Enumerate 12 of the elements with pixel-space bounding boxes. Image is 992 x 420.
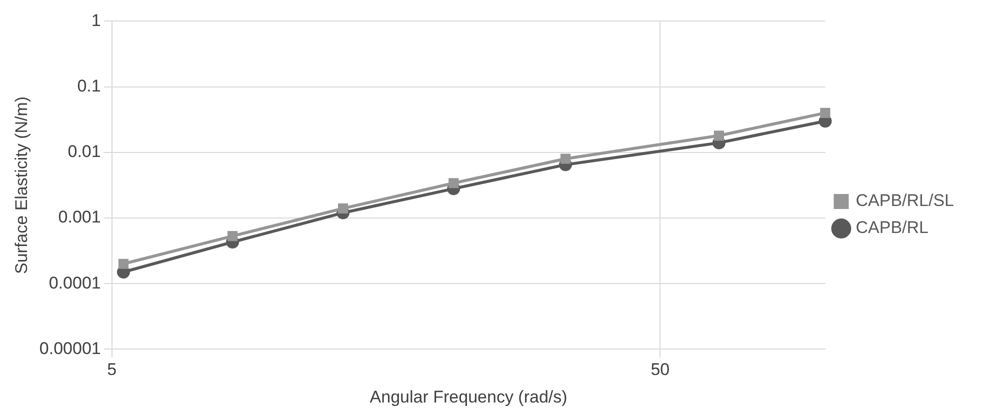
x-tick-label: 5 bbox=[107, 360, 117, 380]
y-tick-label: 0.1 bbox=[77, 76, 101, 96]
legend-label: CAPB/RL/SL bbox=[856, 191, 954, 210]
y-tick-label: 0.0001 bbox=[48, 273, 101, 292]
x-tick-label: 50 bbox=[650, 360, 670, 380]
legend-label: CAPB/RL bbox=[856, 218, 928, 238]
y-tick-label: 0.001 bbox=[58, 208, 101, 227]
y-tick-label: 0.01 bbox=[68, 142, 101, 162]
y-tick-label: 1 bbox=[91, 10, 101, 30]
y-axis-title: Surface Elasticity (N/m) bbox=[12, 96, 31, 274]
y-tick-label: 0.00001 bbox=[39, 338, 101, 358]
x-axis-title: Angular Frequency (rad/s) bbox=[370, 387, 568, 406]
